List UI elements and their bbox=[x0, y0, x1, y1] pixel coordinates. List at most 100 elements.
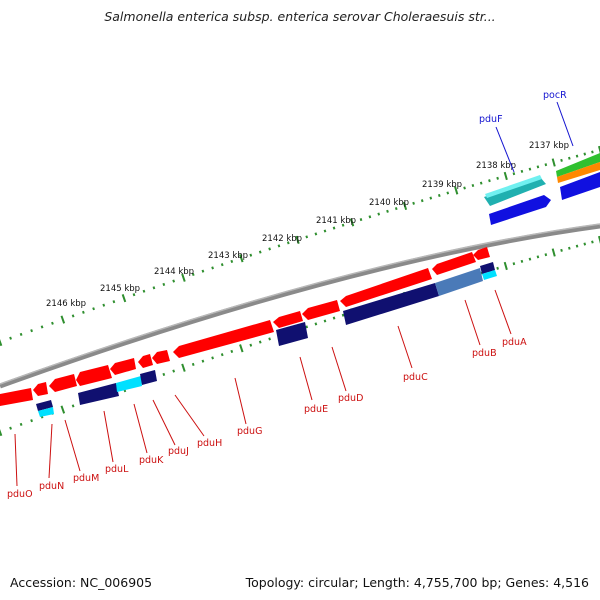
pduL-leader-line bbox=[103, 410, 114, 463]
pduO-leader-line bbox=[14, 433, 18, 487]
gene-label-pduB[interactable]: pduB bbox=[472, 348, 497, 359]
gene-arrow-pduJ2[interactable] bbox=[152, 350, 170, 364]
gene-label-pduN[interactable]: pduN bbox=[39, 481, 64, 492]
pocR-gene-arrow-green[interactable] bbox=[556, 153, 600, 177]
scale-label-2137: 2137 kbp bbox=[529, 141, 569, 151]
outer-track-minor-tick bbox=[368, 215, 372, 219]
genome-title: Salmonella enterica subsp. enterica sero… bbox=[104, 9, 496, 24]
gene-label-pduE[interactable]: pduE bbox=[304, 404, 328, 415]
pduB-leader-line bbox=[464, 299, 481, 346]
gene-arrow-pduB[interactable] bbox=[473, 247, 490, 260]
cds-pduG-dark[interactable] bbox=[276, 322, 308, 346]
pduK-leader-line bbox=[133, 403, 148, 454]
inner-track-minor-tick bbox=[512, 262, 516, 266]
inner-track-minor-tick bbox=[30, 419, 33, 423]
gene-arrow-pduH[interactable] bbox=[173, 320, 274, 358]
outer-track-minor-tick bbox=[258, 250, 262, 254]
gene-label-pduM[interactable]: pduM bbox=[73, 473, 99, 484]
outer-track-major-tick bbox=[60, 315, 66, 324]
pocR-leader-line bbox=[556, 101, 574, 147]
genome-stats-text: Topology: circular; Length: 4,755,700 bp… bbox=[245, 575, 589, 590]
pduF-leader-line bbox=[495, 126, 515, 173]
outer-track-minor-tick bbox=[332, 226, 336, 230]
gene-label-pduA[interactable]: pduA bbox=[502, 337, 527, 348]
scale-labels: 2146 kbp 2145 kbp 2144 kbp 2143 kbp 2142… bbox=[46, 141, 569, 309]
forward-gene-labels: pduF pocR bbox=[479, 90, 574, 173]
outer-track-minor-tick bbox=[488, 179, 491, 183]
outer-track-major-tick bbox=[402, 201, 408, 211]
cds-pduC-steel[interactable] bbox=[435, 268, 483, 296]
pduM-leader-line bbox=[64, 419, 81, 472]
pduD-leader-line bbox=[331, 346, 347, 392]
cds-pduO-cyan bbox=[38, 407, 54, 417]
outer-track-minor-tick bbox=[323, 229, 327, 233]
inner-track-minor-tick bbox=[560, 248, 563, 252]
cds-pduO-dark[interactable] bbox=[36, 400, 53, 411]
outer-track-minor-tick bbox=[277, 244, 281, 248]
gene-label-pduO[interactable]: pduO bbox=[7, 489, 33, 500]
outer-track-major-tick bbox=[239, 254, 244, 263]
gene-label-pduF[interactable]: pduF bbox=[479, 114, 503, 125]
gene-label-pduG[interactable]: pduG bbox=[237, 426, 262, 437]
gene-arrow-pduC[interactable] bbox=[432, 252, 476, 275]
inner-track-major-tick bbox=[181, 363, 186, 372]
inner-track-minor-tick bbox=[528, 257, 532, 261]
outer-track-minor-tick bbox=[286, 241, 290, 245]
outer-track-minor-tick bbox=[544, 163, 548, 167]
gene-label-pduJ[interactable]: pduJ bbox=[168, 446, 189, 457]
outer-track-major-tick bbox=[503, 171, 508, 181]
pduH-leader-line bbox=[174, 394, 205, 437]
gene-label-pduH[interactable]: pduH bbox=[197, 438, 222, 449]
inner-track-minor-tick bbox=[230, 349, 234, 354]
cds-pduD-dark[interactable] bbox=[343, 283, 439, 325]
gene-label-pduK[interactable]: pduK bbox=[139, 455, 164, 466]
pduF-cds-arrow[interactable] bbox=[489, 195, 551, 225]
gene-arrow-pduM[interactable] bbox=[49, 374, 77, 392]
outer-track-minor-tick bbox=[560, 158, 563, 162]
pduC-leader-line bbox=[397, 325, 413, 369]
outer-track-minor-tick bbox=[446, 191, 450, 195]
inner-track-minor-tick bbox=[323, 319, 327, 323]
outer-track-minor-tick bbox=[512, 172, 516, 176]
inner-track-major-tick bbox=[551, 248, 556, 257]
outer-track-minor-tick bbox=[591, 150, 594, 154]
gene-arrow-pduG[interactable] bbox=[273, 311, 303, 328]
outer-track-minor-tick bbox=[211, 266, 214, 270]
inner-track-minor-tick bbox=[191, 362, 195, 366]
gene-arrow-pduD[interactable] bbox=[340, 268, 432, 307]
pocR-cds-arrow[interactable] bbox=[560, 172, 600, 200]
gene-arrow-pduL[interactable] bbox=[76, 365, 112, 386]
outer-track-minor-tick bbox=[412, 201, 415, 205]
scale-label-2144: 2144 kbp bbox=[154, 267, 194, 277]
outer-track-major-tick bbox=[0, 339, 3, 347]
outer-track-major-tick bbox=[181, 273, 186, 282]
inner-track-minor-tick bbox=[314, 322, 318, 326]
cds-pduL-cyan bbox=[116, 376, 142, 392]
pduF-gene-arrow-teal[interactable] bbox=[484, 177, 546, 206]
gene-arrow-pduE[interactable] bbox=[302, 300, 340, 320]
cds-pduB-dark[interactable] bbox=[480, 262, 495, 274]
inner-track-major-tick bbox=[0, 429, 3, 437]
gene-label-pocR[interactable]: pocR bbox=[543, 90, 567, 101]
outer-track-minor-tick bbox=[463, 186, 466, 190]
pduF-gene-arrow-cyan bbox=[485, 175, 542, 198]
gene-label-pduL[interactable]: pduL bbox=[105, 464, 129, 475]
cds-pduM-dark[interactable] bbox=[78, 383, 119, 405]
outer-track-minor-tick bbox=[152, 286, 156, 290]
outer-track-minor-tick bbox=[377, 212, 381, 216]
gene-arrow-partial[interactable] bbox=[0, 388, 33, 406]
outer-track-minor-tick bbox=[528, 167, 532, 171]
gene-arrow-pduK[interactable] bbox=[110, 358, 136, 375]
outer-track-major-tick bbox=[295, 235, 300, 244]
inner-track-minor-tick bbox=[536, 255, 540, 259]
gene-label-pduD[interactable]: pduD bbox=[338, 393, 363, 404]
inner-track-major-tick bbox=[598, 235, 600, 244]
gene-arrow-pduJ[interactable] bbox=[138, 354, 153, 368]
gene-label-pduC[interactable]: pduC bbox=[403, 372, 428, 383]
outer-track-minor-tick bbox=[40, 325, 44, 329]
cds-pduK-dark[interactable] bbox=[140, 370, 157, 385]
gene-arrow-pduO[interactable] bbox=[33, 382, 48, 396]
outer-track-minor-tick bbox=[394, 207, 398, 211]
outer-track-minor-tick bbox=[471, 183, 475, 188]
scale-label-2141: 2141 kbp bbox=[316, 216, 356, 226]
